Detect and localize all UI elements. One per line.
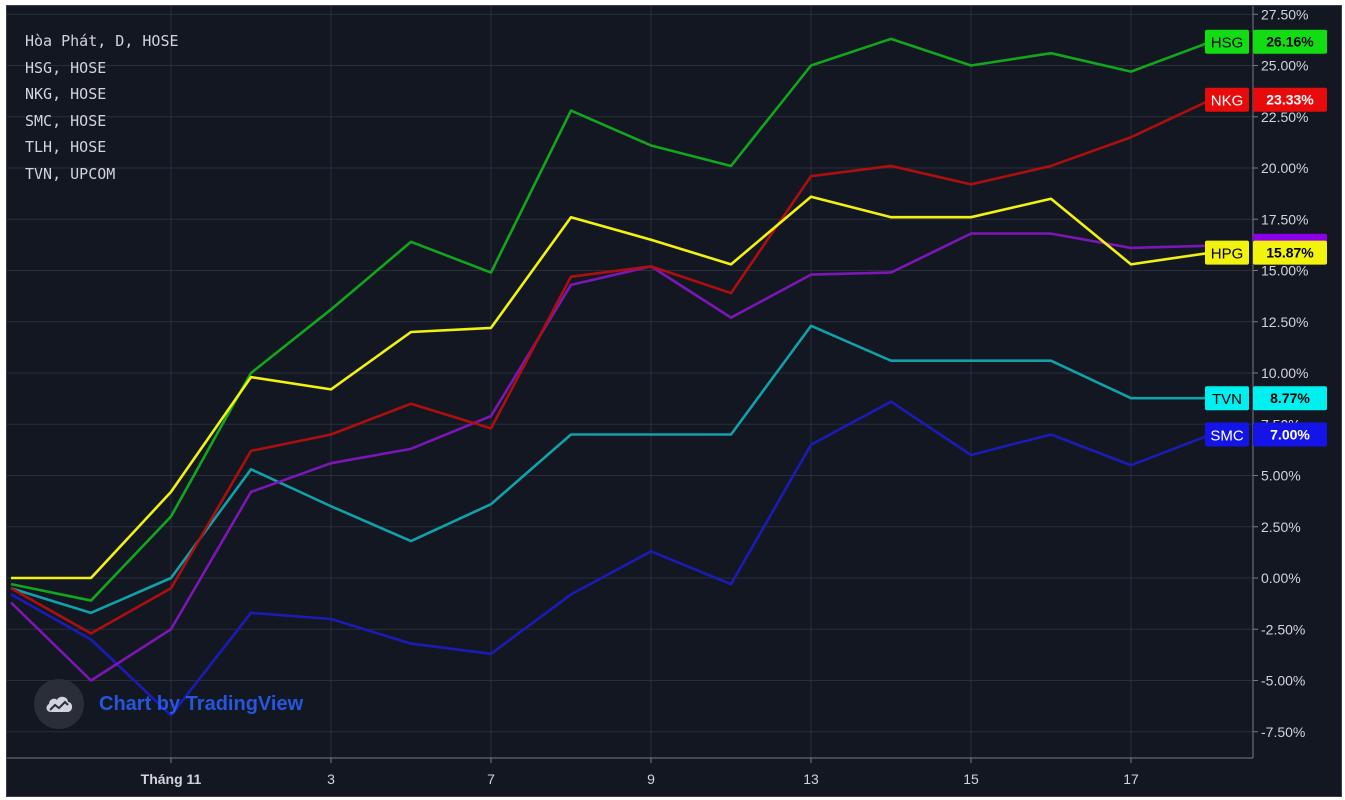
- series-line-tvn[interactable]: [10, 324, 1211, 615]
- y-tick-label: -2.50%: [1261, 621, 1305, 637]
- x-tick-label: 17: [1123, 771, 1139, 787]
- value-label: 15.87%: [1266, 245, 1314, 261]
- last-value-tag-tvn: TVN 8.77%: [1205, 386, 1327, 411]
- series-name-box: [1205, 87, 1249, 112]
- series-line-smc[interactable]: [10, 400, 1212, 717]
- value-box: [1253, 87, 1327, 112]
- series-name-label: NKG: [1211, 93, 1244, 110]
- legend-line-smc[interactable]: SMC, HOSE: [25, 111, 107, 130]
- chart-frame: 27.50% 25.00% 22.50% 20.00% 17.50% 15.00% 12.5…: [6, 5, 1342, 797]
- x-tick-label: 15: [963, 771, 979, 787]
- value-label: 23.33%: [1266, 92, 1314, 108]
- series-line-unnamed[interactable]: [10, 232, 1212, 682]
- x-tick-label: 7: [487, 771, 495, 787]
- watermark-text: Chart by TradingView: [99, 692, 304, 715]
- series-name-label: HSG: [1211, 35, 1244, 52]
- axis-layer: 27.50% 25.00% 22.50% 20.00% 17.50% 15.00% 12.5…: [7, 6, 1308, 787]
- last-value-tag-nkg: NKG 23.33%: [1205, 87, 1327, 112]
- y-tick-label: 2.50%: [1261, 519, 1301, 535]
- legend-line-hsg[interactable]: HSG, HOSE: [25, 58, 107, 77]
- price-comparison-chart[interactable]: 27.50% 25.00% 22.50% 20.00% 17.50% 15.00% 12.5…: [7, 6, 1342, 797]
- series-name-label: HPG: [1211, 246, 1244, 263]
- value-box: [1253, 240, 1327, 265]
- legend-line-nkg[interactable]: NKG, HOSE: [25, 85, 107, 103]
- y-tick-label: 10.00%: [1261, 365, 1308, 381]
- series-layer: [10, 37, 1212, 717]
- y-tick-label: 25.00%: [1261, 58, 1308, 74]
- series-name-label: SMC: [1210, 428, 1244, 445]
- y-tick-label: 20.00%: [1261, 160, 1308, 176]
- y-tick-label: 0.00%: [1261, 570, 1301, 586]
- series-name-box: [1205, 386, 1249, 411]
- series-line-nkg[interactable]: [10, 98, 1212, 635]
- y-tick-label: 5.00%: [1261, 468, 1301, 484]
- series-line-hpg[interactable]: [11, 195, 1212, 580]
- last-value-tag-hsg: HSG 26.16%: [1205, 29, 1327, 54]
- y-tick-label: 12.50%: [1261, 314, 1308, 330]
- tradingview-cloud-icon: [34, 679, 84, 729]
- series-name-label: TVN: [1212, 391, 1242, 408]
- series-name-box: [1205, 422, 1249, 447]
- x-tick-label: Tháng 11: [141, 771, 202, 787]
- value-box: [1253, 29, 1327, 54]
- legend-line-tlh[interactable]: TLH, HOSE: [25, 138, 107, 156]
- y-tick-label: 15.00%: [1261, 263, 1308, 279]
- value-label: 8.77%: [1270, 390, 1310, 406]
- last-value-labels: 7.50%SMC7.00%TVN8.77%16.21%NKG23.33%HSG2…: [1205, 29, 1327, 447]
- last-value-tag-smc: SMC 7.00%: [1205, 422, 1327, 447]
- tradingview-watermark[interactable]: Chart by TradingView: [34, 679, 303, 729]
- x-tick-label: 9: [647, 771, 655, 787]
- x-tick-label: 3: [327, 771, 335, 787]
- value-label: 7.00%: [1270, 427, 1310, 443]
- x-tick-label: 13: [803, 771, 819, 787]
- grid-lines: [7, 6, 1253, 758]
- y-tick-label: 17.50%: [1261, 211, 1308, 227]
- y-tick-label: 27.50%: [1261, 6, 1308, 22]
- series-line-hsg[interactable]: [10, 37, 1212, 602]
- legend-line-main[interactable]: Hòa Phát, D, HOSE: [25, 32, 179, 50]
- y-tick-label: 22.50%: [1261, 109, 1308, 125]
- value-label: 26.16%: [1266, 34, 1314, 50]
- series-name-box: [1205, 240, 1249, 265]
- value-box: [1253, 386, 1327, 411]
- y-tick-label: -7.50%: [1261, 724, 1305, 740]
- y-tick-label: -5.00%: [1261, 673, 1305, 689]
- last-value-tag-hpg: HPG 15.87%: [1205, 240, 1327, 265]
- legend-line-tvn[interactable]: TVN, UPCOM: [25, 164, 116, 183]
- symbol-legend: Hòa Phát, D, HOSE HSG, HOSE NKG, HOSE SM…: [25, 28, 179, 187]
- series-name-box: [1205, 29, 1249, 54]
- value-box: [1253, 422, 1327, 447]
